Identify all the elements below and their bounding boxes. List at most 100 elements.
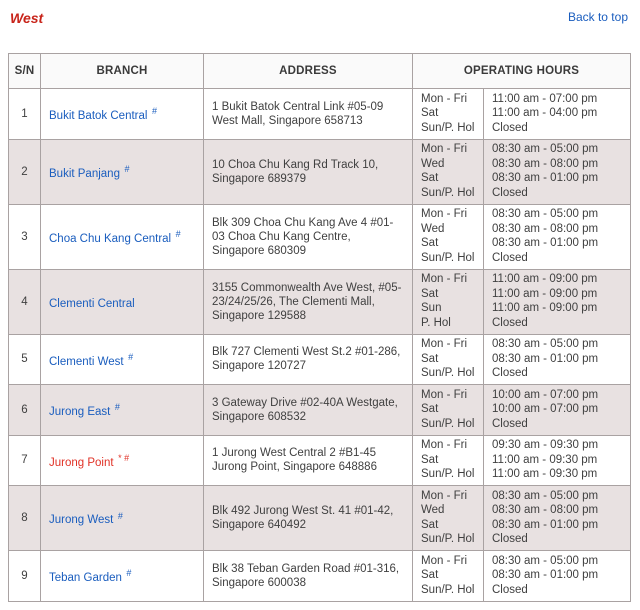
table-header-row: S/N BRANCH ADDRESS OPERATING HOURS xyxy=(8,53,631,89)
hours-day: P. Hol xyxy=(421,316,451,329)
hours-day: Mon - Fri xyxy=(421,208,467,220)
address-cell: Blk 727 Clementi West St.2 #01-286, Sing… xyxy=(203,333,413,385)
address-cell: Blk 492 Jurong West St. 41 #01-42, Singa… xyxy=(203,485,413,551)
hours-times-cell: 08:30 am - 05:00 pm 08:30 am - 08:00 pm 08… xyxy=(483,138,631,205)
hours-day: Sat xyxy=(421,453,439,466)
hours-time: 11:00 am - 09:00 pm xyxy=(492,302,598,314)
hours-times-cell: 09:30 am - 09:30 pm 11:00 am - 09:30 pm 11… xyxy=(483,434,631,486)
hours-day: Sun/P. Hol xyxy=(421,533,475,545)
serial-number-cell: 5 xyxy=(8,333,41,385)
hours-day: Mon - Fri xyxy=(421,489,467,502)
hours-day: Mon - Fri xyxy=(421,143,467,155)
hours-days-cell: Mon - Fri Sat Sun/P. Hol xyxy=(412,550,484,602)
hours-days-cell: Mon - Fri Wed Sat Sun/P. Hol xyxy=(412,485,484,551)
branch-cell: Jurong Point * # xyxy=(40,434,204,486)
serial-number-cell: 3 xyxy=(8,203,41,270)
hours-time: Closed xyxy=(492,583,528,596)
hours-day: Sat xyxy=(421,352,439,365)
hours-day: Mon - Fri xyxy=(421,338,467,350)
hours-time: Closed xyxy=(492,121,528,134)
hours-day: Sat xyxy=(421,287,439,300)
branch-cell: Clementi West # xyxy=(40,333,204,385)
branch-name: Clementi Central xyxy=(49,297,135,310)
address-cell: 10 Choa Chu Kang Rd Track 10, Singapore … xyxy=(203,138,413,205)
hours-day: Mon - Fri xyxy=(421,388,467,401)
branch-footnote-mark: # xyxy=(123,568,132,579)
hours-time: 08:30 am - 08:00 pm xyxy=(492,157,599,170)
hours-day: Wed xyxy=(421,504,445,516)
hours-day: Sun xyxy=(421,302,442,314)
hours-time: 08:30 am - 01:00 pm xyxy=(492,237,599,249)
hours-times-cell: 08:30 am - 05:00 pm 08:30 am - 08:00 pm 08… xyxy=(483,203,631,270)
branch-link[interactable]: Teban Garden # xyxy=(49,568,131,584)
branch-link[interactable]: Choa Chu Kang Central # xyxy=(49,229,181,245)
hours-time: 08:30 am - 08:00 pm xyxy=(492,504,599,516)
branch-link[interactable]: Bukit Batok Central # xyxy=(49,106,157,123)
table-body: 1 Bukit Batok Central # 1 Bukit Batok Ce… xyxy=(8,88,631,602)
hours-time: Closed xyxy=(492,251,528,264)
branch-name: Choa Chu Kang Central xyxy=(49,232,172,245)
branch-name: Bukit Batok Central xyxy=(49,110,148,123)
hours-day: Mon - Fri xyxy=(421,554,467,567)
table-row: 4 Clementi Central 3155 Commonwealth Ave… xyxy=(8,268,631,335)
branch-footnote-mark: # xyxy=(121,164,130,175)
hours-day: Sun/P. Hol xyxy=(421,121,475,134)
hours-time: 11:00 am - 09:30 pm xyxy=(492,453,598,466)
serial-number-cell: 7 xyxy=(8,434,41,486)
branch-link[interactable]: Bukit Panjang # xyxy=(49,164,129,180)
column-header-sn: S/N xyxy=(8,53,41,89)
hours-day: Mon - Fri xyxy=(421,439,467,451)
hours-time: 08:30 am - 05:00 pm xyxy=(492,489,599,502)
hours-time: 08:30 am - 01:00 pm xyxy=(492,518,599,531)
branch-link[interactable]: Jurong West # xyxy=(49,510,123,527)
branch-footnote-mark: # xyxy=(149,106,157,117)
hours-time: 08:30 am - 05:00 pm xyxy=(492,143,599,155)
branch-cell: Bukit Panjang # xyxy=(40,138,204,205)
branch-link[interactable]: Clementi West # xyxy=(49,352,133,368)
hours-time: 11:00 am - 09:00 pm xyxy=(492,273,598,285)
hours-time: Closed xyxy=(492,417,528,430)
hours-day: Sat xyxy=(421,403,439,415)
serial-number-cell: 2 xyxy=(8,138,41,205)
hours-day: Sat xyxy=(421,569,439,581)
hours-time: Closed xyxy=(492,533,528,545)
hours-day: Sun/P. Hol xyxy=(421,468,475,480)
hours-day: Sun/P. Hol xyxy=(421,417,475,430)
hours-day: Mon - Fri xyxy=(421,273,467,285)
hours-day: Wed xyxy=(421,157,445,170)
column-header-operating-hours: OPERATING HOURS xyxy=(412,53,631,89)
hours-day: Sat xyxy=(421,518,439,531)
back-to-top-link[interactable]: Back to top xyxy=(567,10,628,24)
address-cell: 3 Gateway Drive #02-40A Westgate, Singap… xyxy=(203,384,413,436)
hours-time: 08:30 am - 01:00 pm xyxy=(492,352,599,365)
hours-times-cell: 08:30 am - 05:00 pm 08:30 am - 08:00 pm 08… xyxy=(483,485,631,551)
branch-footnote-mark: # xyxy=(173,229,181,240)
branch-link[interactable]: Jurong East # xyxy=(49,402,120,418)
branches-table: S/N BRANCH ADDRESS OPERATING HOURS 1 Buk… xyxy=(8,53,631,602)
branch-footnote-mark: # xyxy=(112,402,120,413)
hours-time: 08:30 am - 05:00 pm xyxy=(492,338,599,350)
table-row: 8 Jurong West # Blk 492 Jurong West St. … xyxy=(8,485,631,551)
address-cell: 3155 Commonwealth Ave West, #05-23/24/25… xyxy=(203,268,413,335)
branch-link[interactable]: Jurong Point * # xyxy=(49,453,129,469)
branch-footnote-mark: # xyxy=(115,510,123,521)
hours-time: 08:30 am - 05:00 pm xyxy=(492,208,599,220)
branch-cell: Choa Chu Kang Central # xyxy=(40,203,204,270)
hours-time: 08:30 am - 01:00 pm xyxy=(492,172,599,184)
branch-cell: Jurong East # xyxy=(40,384,204,436)
address-cell: 1 Bukit Batok Central Link #05-09 West M… xyxy=(203,88,413,140)
branch-name: Bukit Panjang xyxy=(49,167,120,180)
branch-footnote-mark: * # xyxy=(115,452,130,463)
branch-link[interactable]: Clementi Central xyxy=(49,298,137,310)
hours-time: 11:00 am - 07:00 pm xyxy=(492,92,598,105)
branch-footnote-mark: # xyxy=(125,351,134,362)
hours-times-cell: 08:30 am - 05:00 pm 08:30 am - 01:00 pm Cl… xyxy=(483,333,631,385)
branch-cell: Teban Garden # xyxy=(40,550,204,602)
section-title: West xyxy=(10,10,44,26)
hours-time: Closed xyxy=(492,186,528,199)
branch-cell: Bukit Batok Central # xyxy=(40,88,204,140)
hours-days-cell: Mon - Fri Wed Sat Sun/P. Hol xyxy=(412,203,484,270)
address-cell: Blk 309 Choa Chu Kang Ave 4 #01-03 Choa … xyxy=(203,203,413,270)
hours-time: 10:00 am - 07:00 pm xyxy=(492,388,599,401)
hours-time: 10:00 am - 07:00 pm xyxy=(492,403,599,415)
